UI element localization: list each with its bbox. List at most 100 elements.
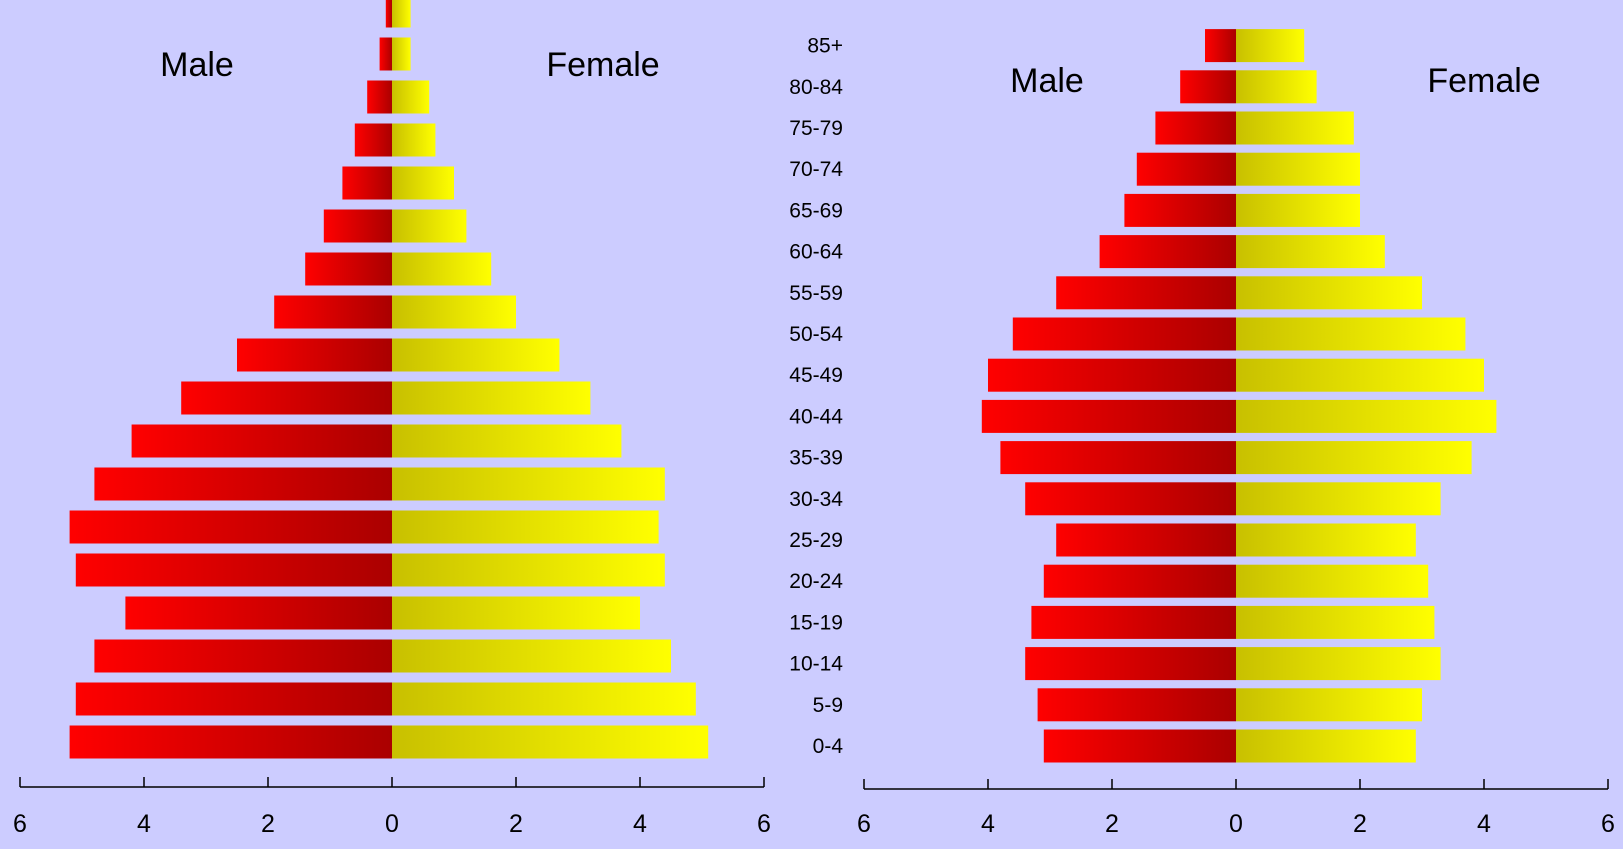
bar-right-female-85+ bbox=[1236, 29, 1305, 63]
x-tick-label-right-5: 4 bbox=[1477, 810, 1491, 838]
age-label-15-19: 15-19 bbox=[789, 611, 843, 634]
x-tick-label-left-6: 6 bbox=[757, 810, 771, 838]
x-tick-label-left-2: 2 bbox=[261, 810, 275, 838]
bar-left-female-60-64 bbox=[392, 209, 467, 243]
bar-left-female-35-39 bbox=[392, 424, 622, 458]
bar-right-female-5-9 bbox=[1236, 688, 1422, 722]
bar-left-male-15-19 bbox=[125, 596, 393, 630]
age-label-75-79: 75-79 bbox=[789, 117, 843, 140]
bar-left-male-30-34 bbox=[94, 467, 393, 501]
bar-left-female-65-69 bbox=[392, 166, 454, 200]
bar-right-female-70-74 bbox=[1236, 152, 1360, 186]
x-tick-label-left-4: 2 bbox=[509, 810, 523, 838]
bar-right-male-40-44 bbox=[981, 399, 1236, 433]
bar-left-male-5-9 bbox=[75, 682, 393, 716]
age-label-55-59: 55-59 bbox=[789, 282, 843, 305]
bar-right-male-15-19 bbox=[1031, 605, 1236, 639]
bar-left-female-20-24 bbox=[392, 553, 665, 587]
age-label-10-14: 10-14 bbox=[789, 653, 843, 676]
pyramid-right: Male Female 6 4 2 0 2 4 6 bbox=[857, 29, 1615, 838]
bar-right-female-15-19 bbox=[1236, 605, 1435, 639]
age-label-65-69: 65-69 bbox=[789, 199, 843, 222]
bar-left-female-80-84 bbox=[392, 37, 411, 71]
bar-right-female-25-29 bbox=[1236, 523, 1416, 557]
bar-right-male-60-64 bbox=[1099, 235, 1236, 269]
x-tick-label-right-0: 6 bbox=[857, 810, 871, 838]
x-tick-label-right-3: 0 bbox=[1229, 810, 1243, 838]
series-label-left-female: Female bbox=[546, 46, 659, 84]
bar-right-female-20-24 bbox=[1236, 564, 1429, 598]
bar-left-male-80-84 bbox=[379, 37, 392, 71]
bar-right-male-0-4 bbox=[1043, 729, 1236, 763]
bar-right-female-40-44 bbox=[1236, 399, 1497, 433]
bar-right-male-70-74 bbox=[1136, 152, 1236, 186]
x-tick-label-left-1: 4 bbox=[137, 810, 151, 838]
bar-left-female-75-79 bbox=[392, 80, 430, 114]
bar-left-male-20-24 bbox=[75, 553, 393, 587]
bar-left-female-0-4 bbox=[392, 725, 709, 759]
bar-right-female-30-34 bbox=[1236, 482, 1441, 516]
bar-right-male-80-84 bbox=[1180, 70, 1236, 104]
age-label-20-24: 20-24 bbox=[789, 570, 843, 593]
bar-left-female-55-59 bbox=[392, 252, 492, 286]
bar-left-male-75-79 bbox=[367, 80, 392, 114]
age-label-45-49: 45-49 bbox=[789, 364, 843, 387]
age-label-5-9: 5-9 bbox=[813, 694, 843, 717]
series-label-right-female: Female bbox=[1427, 62, 1540, 100]
bar-left-female-50-54 bbox=[392, 295, 516, 329]
bar-right-male-10-14 bbox=[1025, 647, 1236, 681]
bar-left-male-50-54 bbox=[274, 295, 392, 329]
bar-left-female-10-14 bbox=[392, 639, 671, 673]
age-label-35-39: 35-39 bbox=[789, 447, 843, 470]
x-tick-label-right-1: 4 bbox=[981, 810, 995, 838]
bar-left-male-65-69 bbox=[342, 166, 392, 200]
bar-right-male-50-54 bbox=[1012, 317, 1236, 351]
bar-left-female-25-29 bbox=[392, 510, 659, 544]
bar-right-male-55-59 bbox=[1056, 276, 1236, 310]
age-label-30-34: 30-34 bbox=[789, 488, 843, 511]
age-label-0-4: 0-4 bbox=[813, 735, 844, 758]
bar-right-female-45-49 bbox=[1236, 358, 1484, 392]
x-tick-label-right-2: 2 bbox=[1105, 810, 1119, 838]
bar-left-female-5-9 bbox=[392, 682, 696, 716]
bar-right-female-10-14 bbox=[1236, 647, 1441, 681]
age-label-40-44: 40-44 bbox=[789, 405, 843, 428]
bar-left-male-10-14 bbox=[94, 639, 393, 673]
bar-right-female-75-79 bbox=[1236, 111, 1354, 145]
bar-right-female-80-84 bbox=[1236, 70, 1317, 104]
bar-left-female-85+ bbox=[392, 0, 411, 28]
age-label-70-74: 70-74 bbox=[789, 158, 843, 181]
x-tick-label-left-0: 6 bbox=[13, 810, 27, 838]
x-tick-label-right-6: 6 bbox=[1601, 810, 1615, 838]
age-label-25-29: 25-29 bbox=[789, 529, 843, 552]
age-label-60-64: 60-64 bbox=[789, 241, 843, 264]
bar-right-male-35-39 bbox=[1000, 441, 1236, 475]
bar-left-female-30-34 bbox=[392, 467, 665, 501]
bar-right-female-0-4 bbox=[1236, 729, 1416, 763]
bar-left-male-60-64 bbox=[323, 209, 392, 243]
age-group-labels: 0-4 5-9 10-14 15-19 20-24 25-29 30-34 35-39 40-4… bbox=[789, 35, 843, 758]
bar-right-female-50-54 bbox=[1236, 317, 1466, 351]
bar-left-male-45-49 bbox=[237, 338, 392, 372]
age-label-50-54: 50-54 bbox=[789, 323, 843, 346]
bar-left-male-25-29 bbox=[69, 510, 392, 544]
bar-right-male-20-24 bbox=[1043, 564, 1236, 598]
bar-left-female-15-19 bbox=[392, 596, 640, 630]
bar-right-female-60-64 bbox=[1236, 235, 1385, 269]
bar-left-male-40-44 bbox=[181, 381, 392, 415]
bar-right-female-35-39 bbox=[1236, 441, 1472, 475]
bar-left-male-55-59 bbox=[305, 252, 392, 286]
bar-right-male-85+ bbox=[1205, 29, 1236, 63]
bar-right-male-25-29 bbox=[1056, 523, 1236, 557]
x-tick-label-left-3: 0 bbox=[385, 810, 399, 838]
bar-right-female-55-59 bbox=[1236, 276, 1422, 310]
bar-left-male-85+ bbox=[385, 0, 392, 28]
bar-right-female-65-69 bbox=[1236, 193, 1360, 227]
bar-left-female-45-49 bbox=[392, 338, 560, 372]
bar-left-male-0-4 bbox=[69, 725, 392, 759]
bar-right-male-65-69 bbox=[1124, 193, 1236, 227]
bar-right-male-45-49 bbox=[988, 358, 1236, 392]
x-tick-label-right-4: 2 bbox=[1353, 810, 1367, 838]
bar-left-male-35-39 bbox=[131, 424, 392, 458]
